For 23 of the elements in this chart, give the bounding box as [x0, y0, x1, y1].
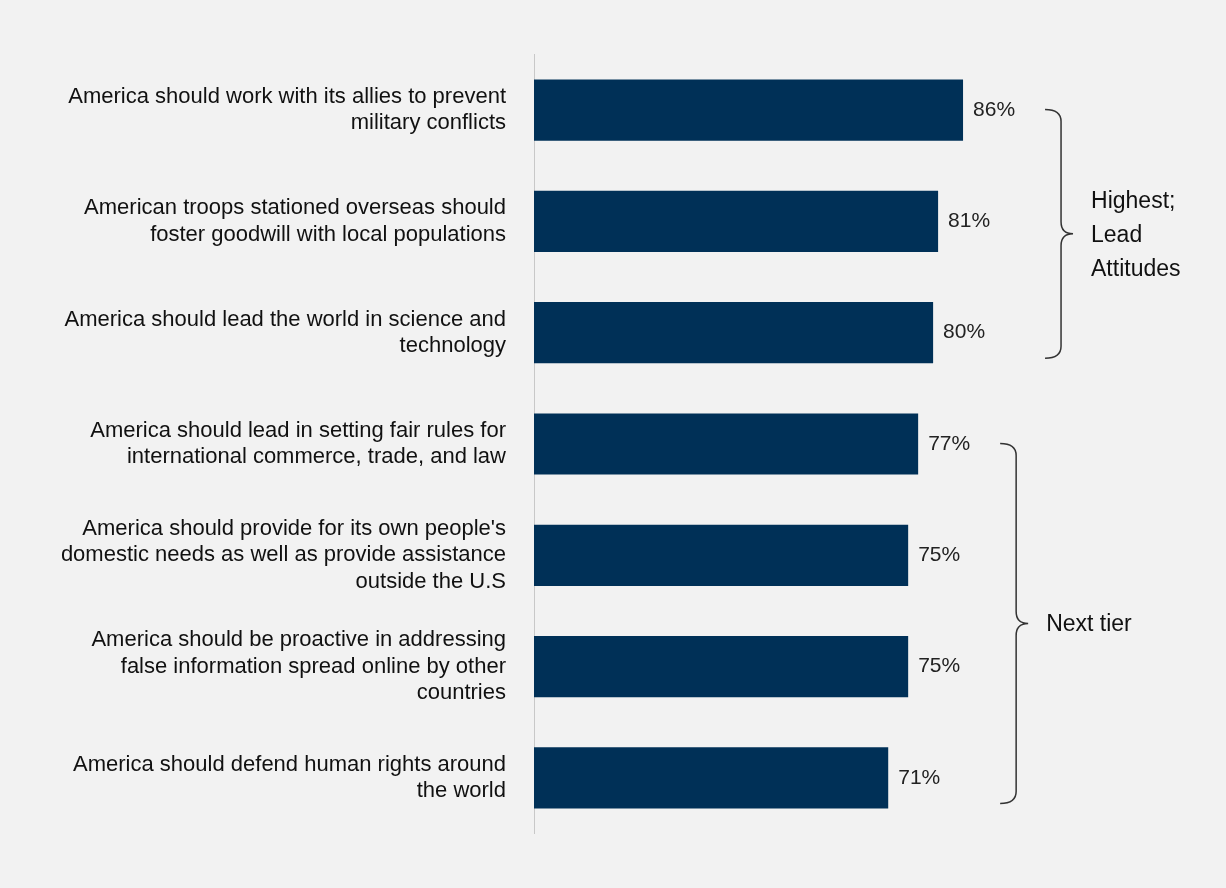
bar — [534, 524, 909, 586]
data-label: 75% — [918, 542, 961, 566]
text: Highest; Lead Attitudes — [1091, 185, 1182, 283]
data-label: 86% — [973, 96, 1016, 120]
data-label: 71% — [898, 764, 941, 788]
y-tick-label: America should be proactive in addressing false information spread online by other countries — [91, 626, 506, 705]
text: Next tier — [1046, 609, 1133, 639]
y-tick-label: America should work with its allies to prevent military conflicts — [68, 82, 506, 135]
bar — [534, 636, 909, 698]
y-tick-label: America should lead the world in science and technology — [64, 305, 506, 357]
data-label: 77% — [928, 430, 971, 454]
y-tick-label: America should provide for its own people's domestic needs as well as provide assistance outside the U.S — [60, 514, 506, 593]
data-label: 80% — [943, 319, 986, 343]
data-label: 81% — [948, 208, 991, 232]
data-label: 75% — [918, 653, 961, 677]
bar — [534, 747, 889, 809]
bar — [534, 79, 964, 141]
y-tick-label: American troops stationed overseas should foster goodwill with local populations — [84, 194, 506, 246]
bar — [534, 302, 934, 364]
bar — [534, 190, 939, 252]
y-tick-label: America should defend human rights around the world — [73, 750, 506, 803]
bar — [534, 413, 919, 475]
y-tick-label: America should lead in setting fair rules for international commerce, trade, and law — [90, 416, 507, 469]
